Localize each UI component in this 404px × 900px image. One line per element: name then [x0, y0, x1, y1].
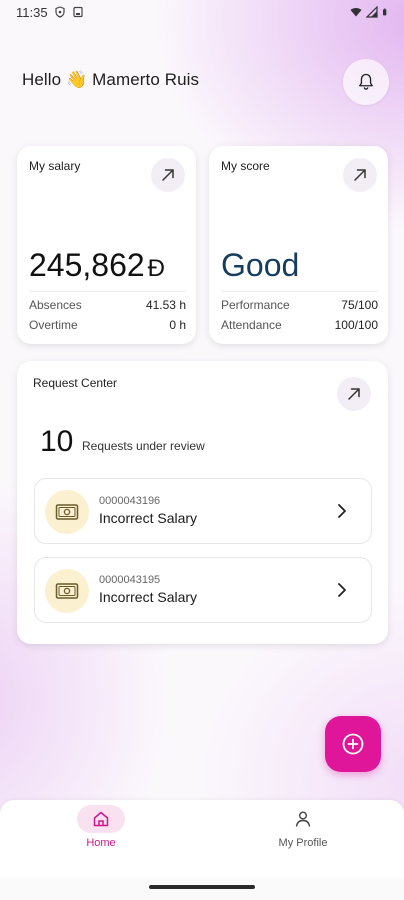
- money-bill-icon: [55, 583, 79, 599]
- arrow-up-right-icon: [162, 169, 174, 181]
- request-id: 0000043196: [99, 495, 161, 507]
- wifi-icon: [350, 7, 362, 17]
- nav-home-label: Home: [86, 837, 116, 849]
- add-request-fab[interactable]: [325, 716, 381, 772]
- home-gesture-bar[interactable]: [149, 885, 255, 889]
- salary-divider: [29, 291, 186, 292]
- bottom-navigation: Home My Profile: [0, 800, 404, 878]
- requests-count: 10: [40, 425, 74, 458]
- request-title: Incorrect Salary: [99, 589, 198, 605]
- performance-row: Performance 75/100: [221, 298, 378, 312]
- nav-my-profile[interactable]: My Profile: [243, 800, 363, 878]
- score-open-button[interactable]: [343, 158, 377, 192]
- add-circle-icon: [342, 733, 364, 755]
- requests-count-label: Requests under review: [82, 439, 205, 453]
- attendance-value: 100/100: [334, 318, 378, 332]
- notifications-button[interactable]: [343, 59, 389, 105]
- performance-value: 75/100: [341, 298, 378, 312]
- absences-row: Absences 41.53 h: [29, 298, 186, 312]
- nav-home-indicator: [77, 805, 125, 833]
- salary-open-button[interactable]: [151, 158, 185, 192]
- performance-label: Performance: [221, 298, 290, 312]
- score-value: Good: [221, 247, 300, 283]
- request-item[interactable]: 0000043196 Incorrect Salary: [34, 478, 372, 544]
- nav-profile-label: My Profile: [278, 837, 328, 849]
- signal-icon: [366, 6, 378, 18]
- score-divider: [221, 291, 378, 292]
- profile-icon: [295, 811, 311, 827]
- storage-status-icon: [72, 6, 83, 18]
- salary-card-title: My salary: [29, 159, 81, 173]
- battery-icon: [383, 8, 387, 16]
- status-bar: 11:35: [0, 0, 404, 24]
- chevron-right-icon: [338, 583, 346, 597]
- salary-amount: 245,862 Ð: [29, 247, 165, 284]
- home-icon: [93, 811, 109, 827]
- currency-symbol: Ð: [147, 255, 166, 282]
- overtime-label: Overtime: [29, 318, 78, 332]
- request-icon-circle: [45, 490, 89, 534]
- request-title: Incorrect Salary: [99, 510, 198, 526]
- gesture-area: [0, 878, 404, 900]
- arrow-up-right-icon: [348, 388, 360, 400]
- request-item[interactable]: 0000043195 Incorrect Salary: [34, 557, 372, 623]
- greeting-text: Hello 👋 Mamerto Ruis: [22, 70, 200, 89]
- absences-value: 41.53 h: [145, 298, 186, 312]
- overtime-value: 0 h: [169, 318, 186, 332]
- nav-profile-indicator: [279, 805, 327, 833]
- score-card[interactable]: My score Good Performance 75/100 Attenda…: [209, 146, 388, 344]
- request-center-title: Request Center: [33, 376, 118, 390]
- nav-home[interactable]: Home: [41, 800, 161, 878]
- arrow-up-right-icon: [354, 169, 366, 181]
- bell-icon: [359, 73, 373, 90]
- request-center-open-button[interactable]: [337, 377, 371, 411]
- salary-amount-value: 245,862: [29, 247, 145, 283]
- chevron-right-icon: [338, 504, 346, 518]
- absences-label: Absences: [29, 298, 82, 312]
- shield-status-icon: [54, 6, 65, 18]
- attendance-row: Attendance 100/100: [221, 318, 378, 332]
- request-id: 0000043195: [99, 574, 161, 586]
- request-icon-circle: [45, 569, 89, 613]
- overtime-row: Overtime 0 h: [29, 318, 186, 332]
- status-time: 11:35: [16, 4, 48, 20]
- score-card-title: My score: [221, 159, 270, 173]
- attendance-label: Attendance: [221, 318, 282, 332]
- salary-card[interactable]: My salary 245,862 Ð Absences 41.53 h Over…: [17, 146, 196, 344]
- money-bill-icon: [55, 504, 79, 520]
